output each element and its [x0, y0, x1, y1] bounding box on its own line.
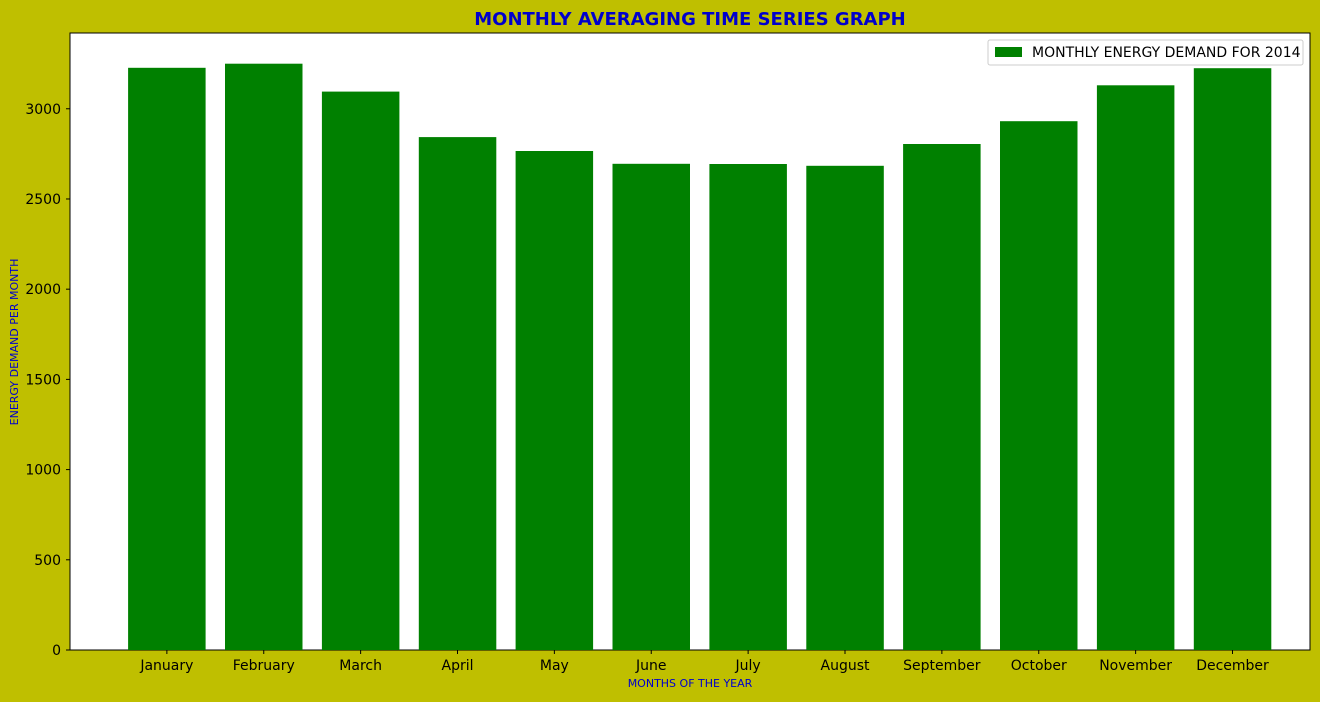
bar-march — [321, 91, 400, 651]
y-tick-label: 2000 — [25, 282, 61, 298]
x-axis: January February March April May June July Augu… — [139, 650, 1269, 674]
x-tick-label: September — [903, 658, 981, 674]
bar-may — [515, 151, 594, 650]
bar-october — [1000, 121, 1078, 650]
y-tick-label: 0 — [52, 643, 61, 659]
y-tick-label: 1000 — [25, 463, 61, 479]
x-tick-label: July — [735, 658, 761, 674]
x-tick-label: November — [1099, 658, 1172, 674]
x-tick-label: April — [442, 658, 474, 674]
bar-july — [709, 164, 787, 650]
bar-november — [1096, 85, 1175, 651]
legend-swatch — [995, 47, 1022, 57]
bar-april — [418, 137, 497, 651]
x-axis-label: MONTHS OF THE YEAR — [628, 677, 753, 690]
x-tick-label: May — [540, 658, 569, 674]
x-tick-label: January — [139, 658, 193, 674]
y-tick-label: 2500 — [25, 192, 61, 208]
y-tick-label: 1500 — [25, 372, 61, 388]
x-tick-label: October — [1011, 658, 1067, 674]
y-axis-label: ENERGY DEMAND PER MONTH — [8, 259, 21, 426]
bar-september — [903, 144, 981, 650]
y-tick-label: 3000 — [25, 102, 61, 118]
x-tick-label: March — [339, 658, 382, 674]
x-tick-label: June — [635, 658, 667, 674]
bar-december — [1193, 68, 1272, 650]
bar-june — [612, 163, 690, 651]
chart-title: MONTHLY AVERAGING TIME SERIES GRAPH — [474, 9, 906, 30]
legend: MONTHLY ENERGY DEMAND FOR 2014 — [987, 39, 1304, 66]
x-tick-label: August — [821, 658, 871, 674]
x-tick-label: December — [1196, 658, 1269, 674]
y-axis: 0 500 1000 1500 2000 2500 3000 — [25, 102, 70, 659]
x-tick-label: February — [233, 658, 295, 674]
y-tick-label: 500 — [34, 553, 61, 569]
bar-february — [225, 63, 303, 650]
bar-august — [806, 165, 884, 651]
legend-label: MONTHLY ENERGY DEMAND FOR 2014 — [1032, 45, 1301, 61]
bars-group — [128, 63, 1272, 651]
legend-box — [987, 39, 1304, 66]
bar-january — [128, 67, 206, 651]
